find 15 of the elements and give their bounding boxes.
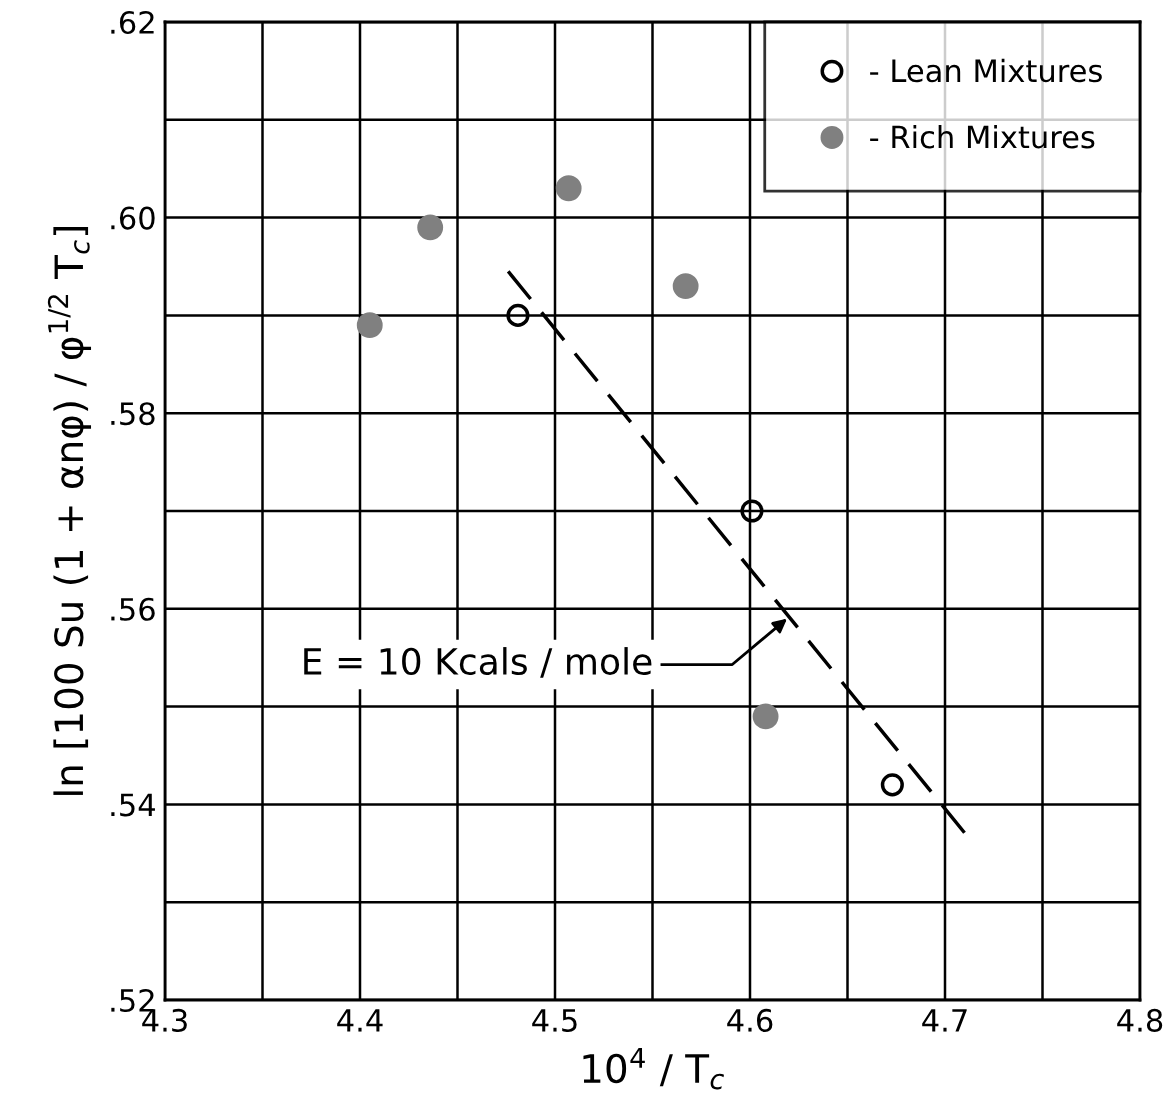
x-axis-title: 10$^{4}$ / T$_{c}$ bbox=[583, 1047, 724, 1090]
x-tick-label: 4.5 bbox=[532, 1009, 577, 1032]
y-axis-title: ln [100 Su (1 + αnφ) / φ$^{1/2}$ T$_{c}$] bbox=[47, 226, 92, 795]
x-tick-label: 4.8 bbox=[1117, 1008, 1163, 1032]
legend-label: - Rich Mixtures bbox=[870, 124, 1095, 149]
y-tick-label: .54 bbox=[111, 793, 155, 817]
y-tick-label: .56 bbox=[111, 597, 155, 621]
y-tick-label: .60 bbox=[111, 206, 155, 230]
y-tick-label: .62 bbox=[111, 10, 154, 35]
x-tick-label: 4.6 bbox=[727, 1008, 773, 1032]
legend-label: - Lean Mixtures bbox=[870, 58, 1102, 83]
y-tick-label: .58 bbox=[111, 402, 155, 426]
annotation: E = 10 Kcals / mole bbox=[304, 647, 652, 678]
x-tick-label: 4.4 bbox=[337, 1009, 383, 1032]
x-tick-label: 4.7 bbox=[922, 1009, 967, 1032]
